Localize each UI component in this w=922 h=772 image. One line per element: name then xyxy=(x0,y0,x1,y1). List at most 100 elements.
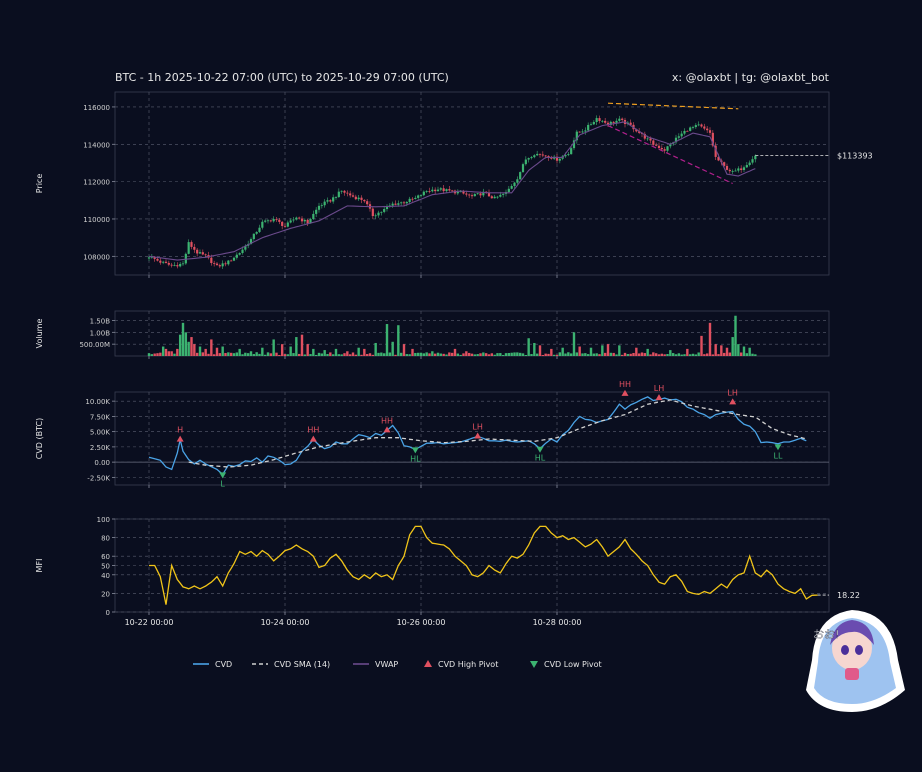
volume-bar xyxy=(425,352,428,356)
volume-bar xyxy=(547,353,550,356)
candle-body xyxy=(218,265,221,267)
volume-bar xyxy=(198,346,202,356)
candle-body xyxy=(754,155,757,160)
price-panel: 108000 110000 112000 114000 116000 Price $1133… xyxy=(35,91,873,278)
cvd-pivot-marker xyxy=(729,398,737,405)
volume-bar xyxy=(697,352,700,356)
candle-body xyxy=(686,130,689,132)
volume-bar xyxy=(380,352,383,356)
candle-body xyxy=(717,156,720,161)
volume-bar xyxy=(482,352,485,356)
candle-body xyxy=(258,227,261,232)
volume-bar xyxy=(586,354,590,356)
volume-bar xyxy=(431,351,434,356)
cvd-pivot-label: HH xyxy=(381,416,393,425)
volume-bar xyxy=(212,354,216,356)
volume-bar xyxy=(688,354,692,356)
mascot-text: おお! xyxy=(813,628,839,641)
volume-bar xyxy=(751,353,754,356)
candle-body xyxy=(198,252,202,254)
x-tick-label: 10-24 00:00 xyxy=(261,618,310,627)
cvd-ylabel: CVD (BTC) xyxy=(35,418,44,460)
volume-bar xyxy=(156,353,159,356)
candle-body xyxy=(340,190,343,192)
cvd-pivot-label: HL xyxy=(535,454,546,463)
volume-bar xyxy=(306,344,309,356)
volume-bar xyxy=(190,337,193,356)
cvd-pivot-marker xyxy=(474,432,482,439)
candle-body xyxy=(700,124,703,127)
candle-body xyxy=(598,118,601,122)
volume-bar xyxy=(652,352,655,356)
volume-bar xyxy=(666,353,669,356)
candle-body xyxy=(309,219,312,224)
candle-body xyxy=(499,194,502,197)
volume-bar xyxy=(394,354,397,356)
volume-bar xyxy=(516,352,519,356)
candle-body xyxy=(737,168,740,171)
volume-bar xyxy=(694,354,698,356)
candle-body xyxy=(689,127,692,131)
x-tick-label: 10-26 00:00 xyxy=(397,618,446,627)
volume-bar xyxy=(737,344,740,356)
support-trendline xyxy=(607,125,733,185)
volume-bar xyxy=(595,353,598,356)
volume-bar xyxy=(173,353,176,356)
mfi-ytick-label: 20 xyxy=(101,590,110,598)
candle-body xyxy=(215,263,219,266)
volume-bar xyxy=(377,352,380,356)
volume-bar xyxy=(187,341,190,356)
candle-body xyxy=(425,191,428,192)
candle-body xyxy=(173,265,176,266)
mfi-ytick-label: 40 xyxy=(101,572,110,580)
volume-bar xyxy=(487,354,491,356)
candle-body xyxy=(604,120,607,123)
candle-body xyxy=(162,261,165,263)
volume-bar xyxy=(170,351,173,356)
candle-body xyxy=(323,201,326,206)
volume-bar xyxy=(663,354,666,356)
candle-body xyxy=(343,190,346,193)
volume-bar xyxy=(320,353,324,356)
candle-body xyxy=(196,249,199,254)
candle-body xyxy=(445,189,448,192)
candle-body xyxy=(320,205,323,207)
volume-bar xyxy=(541,355,545,356)
candle-body xyxy=(473,194,476,197)
candle-body xyxy=(734,170,737,172)
volume-bar xyxy=(334,348,338,356)
candle-body xyxy=(530,157,533,159)
volume-bar xyxy=(300,334,304,356)
candle-body xyxy=(589,124,593,126)
volume-bar xyxy=(581,353,584,356)
volume-bar xyxy=(272,339,275,356)
candle-body xyxy=(193,246,196,250)
candle-body xyxy=(244,245,247,250)
candle-body xyxy=(298,217,301,219)
volume-bar xyxy=(295,337,298,356)
candle-body xyxy=(184,253,187,264)
candle-body xyxy=(417,195,420,198)
candle-body xyxy=(575,131,578,141)
candle-body xyxy=(711,132,714,146)
cvd-pivot-label: LL xyxy=(774,451,783,460)
price-ytick-label: 108000 xyxy=(83,253,110,261)
volume-bar xyxy=(601,345,604,356)
candle-body xyxy=(479,193,482,196)
volume-bar xyxy=(360,354,363,356)
volume-bar xyxy=(329,352,332,356)
volume-bar xyxy=(603,352,607,356)
volume-bar xyxy=(711,354,715,356)
cvd-pivot-marker xyxy=(411,447,419,454)
candle-body xyxy=(652,140,655,145)
candle-body xyxy=(609,121,612,125)
candle-body xyxy=(213,262,216,264)
volume-bar xyxy=(609,352,613,356)
candle-body xyxy=(434,189,437,192)
volume-bar xyxy=(365,354,369,356)
legend-swatch xyxy=(530,661,538,668)
candle-body xyxy=(210,257,213,263)
volume-bar xyxy=(448,352,451,356)
candle-body xyxy=(751,159,754,163)
volume-bar xyxy=(584,353,587,356)
